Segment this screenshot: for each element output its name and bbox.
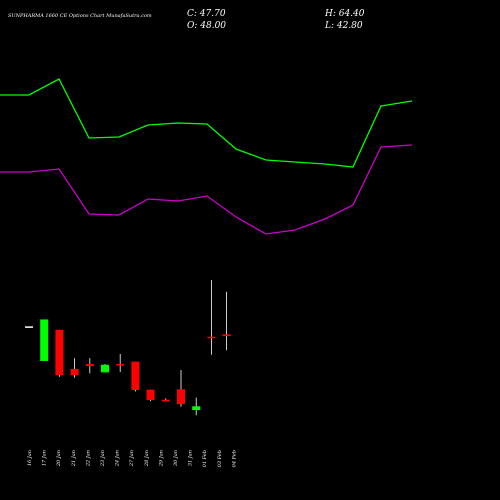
candle xyxy=(177,369,185,407)
candle-body xyxy=(116,364,125,366)
x-tick-label: 24 Jan xyxy=(115,450,121,467)
candle xyxy=(25,326,33,328)
candle-body xyxy=(131,361,140,391)
x-tick-label: 21 Jan xyxy=(71,450,77,467)
chart-title: SUNPHARMA 1660 CE Options Chart MunafaSu… xyxy=(8,13,152,19)
x-tick-label: 20 Jan xyxy=(56,450,62,467)
x-tick-label: 17 Jan xyxy=(42,450,48,466)
candle-body xyxy=(25,326,33,328)
x-axis-labels: 16 Jan 17 Jan 20 Jan 21 Jan 22 Jan 23 Jan 24 J… xyxy=(27,450,237,467)
upper-band-line xyxy=(0,78,413,168)
x-tick-label: 16 Jan xyxy=(27,450,33,466)
candle xyxy=(192,397,201,416)
candle xyxy=(207,280,216,355)
x-tick-label: 29 Jan xyxy=(158,450,164,467)
candle-body xyxy=(192,406,201,411)
open-price-label: O: 48.00 xyxy=(187,21,227,31)
candle-body xyxy=(55,329,64,376)
x-tick-label: 04 Feb xyxy=(231,450,237,467)
candle-body xyxy=(70,368,79,376)
candle-body xyxy=(161,399,170,402)
x-tick-label: 31 Jan xyxy=(188,450,194,466)
candle xyxy=(116,354,125,373)
candle-body xyxy=(177,389,185,405)
candle-body xyxy=(85,364,94,367)
x-tick-label: 27 Jan xyxy=(129,450,135,467)
candle-body xyxy=(146,389,155,401)
x-tick-label: 30 Jan xyxy=(173,450,179,466)
candle-body xyxy=(207,336,216,339)
candle xyxy=(131,361,140,392)
x-tick-label: 03 Feb xyxy=(217,450,223,467)
x-tick-label: 22 Jan xyxy=(85,450,91,467)
x-tick-label: 01 Feb xyxy=(202,450,208,467)
bands-group xyxy=(0,78,413,235)
candle xyxy=(101,364,109,373)
high-price-label: H: 64.40 xyxy=(325,9,365,19)
candle-body xyxy=(101,364,109,373)
x-tick-label: 23 Jan xyxy=(100,450,106,467)
candle-body xyxy=(40,319,49,361)
candle xyxy=(40,319,49,361)
candle-body xyxy=(222,334,231,337)
close-price-label: C: 47.70 xyxy=(187,9,226,19)
candle xyxy=(70,358,79,378)
candle xyxy=(146,389,155,402)
x-tick-label: 28 Jan xyxy=(144,450,150,467)
lower-band-line xyxy=(0,144,413,235)
candle xyxy=(222,291,231,351)
candle xyxy=(55,329,64,377)
candle xyxy=(161,398,170,402)
candle xyxy=(85,358,94,374)
low-price-label: L: 42.80 xyxy=(325,21,363,31)
candles-group xyxy=(25,280,231,416)
